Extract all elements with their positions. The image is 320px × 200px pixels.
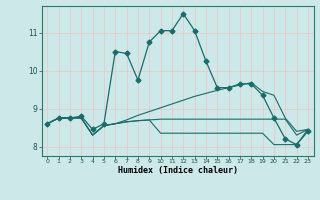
X-axis label: Humidex (Indice chaleur): Humidex (Indice chaleur) [118,166,237,175]
